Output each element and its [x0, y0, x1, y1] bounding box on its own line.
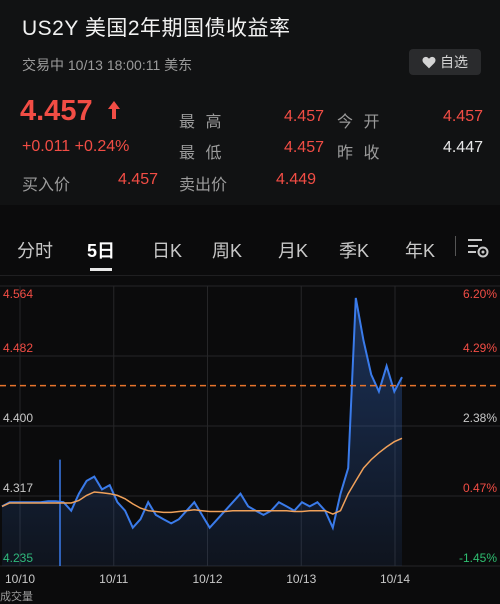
tab-monthly-k[interactable]: 月K	[278, 241, 309, 261]
quote-header: US2Y 美国2年期国债收益率 交易中 10/13 18:00:11 美东 自选…	[0, 0, 500, 205]
price-chart[interactable]: 4.5644.4824.4004.3174.2356.20%4.29%2.38%…	[0, 276, 500, 588]
y-tick-right: 4.29%	[463, 341, 497, 355]
y-tick-left: 4.400	[3, 411, 33, 425]
heart-icon	[422, 56, 436, 68]
favorite-label: 自选	[440, 54, 468, 70]
x-tick: 10/10	[5, 572, 35, 586]
bid-label: 买入价	[22, 177, 71, 194]
high-value: 4.457	[283, 108, 324, 125]
x-tick: 10/12	[192, 572, 222, 586]
ask-label: 卖出价	[179, 177, 228, 194]
page-title: US2Y 美国2年期国债收益率	[22, 17, 291, 40]
y-tick-right: 6.20%	[463, 287, 497, 301]
current-price: 4.457	[20, 95, 93, 127]
active-tab-indicator	[90, 268, 112, 271]
y-tick-left: 4.482	[3, 341, 33, 355]
chart-period-tabs: 分时 5日 日K 周K 月K 季K 年K	[0, 215, 500, 276]
prev-close-label: 昨 收	[337, 145, 383, 162]
ask-value: 4.449	[276, 171, 317, 188]
open-value: 4.457	[442, 108, 483, 125]
y-tick-left: 4.564	[3, 287, 33, 301]
y-tick-right: 0.47%	[463, 481, 497, 495]
prev-close-value: 4.447	[442, 139, 483, 156]
average-line	[1, 437, 403, 515]
arrow-up-icon	[108, 101, 120, 119]
y-tick-right: -1.45%	[459, 551, 497, 565]
price-area	[2, 297, 402, 566]
price-line	[1, 297, 403, 531]
tab-divider	[455, 236, 456, 256]
bid-value: 4.457	[118, 171, 159, 188]
tab-yearly-k[interactable]: 年K	[405, 241, 436, 261]
price-change: +0.011 +0.24%	[22, 138, 130, 155]
tab-daily-k[interactable]: 日K	[152, 241, 183, 261]
market-status: 交易中 10/13 18:00:11 美东	[22, 57, 193, 73]
high-label: 最 高	[179, 114, 225, 131]
low-label: 最 低	[179, 145, 225, 162]
volume-label: 成交量	[0, 591, 33, 603]
x-tick: 10/13	[286, 572, 316, 586]
x-tick: 10/11	[99, 572, 128, 586]
chart-settings-icon[interactable]	[466, 237, 490, 259]
tab-weekly-k[interactable]: 周K	[212, 241, 243, 261]
tab-quarterly-k[interactable]: 季K	[339, 241, 370, 261]
tab-5day[interactable]: 5日	[87, 241, 116, 261]
y-tick-right: 2.38%	[463, 411, 497, 425]
x-tick: 10/14	[380, 572, 410, 586]
open-label: 今 开	[337, 114, 383, 131]
add-favorite-button[interactable]: 自选	[409, 49, 481, 75]
low-value: 4.457	[283, 139, 324, 156]
tab-intraday[interactable]: 分时	[17, 241, 53, 261]
y-tick-left: 4.317	[3, 481, 33, 495]
